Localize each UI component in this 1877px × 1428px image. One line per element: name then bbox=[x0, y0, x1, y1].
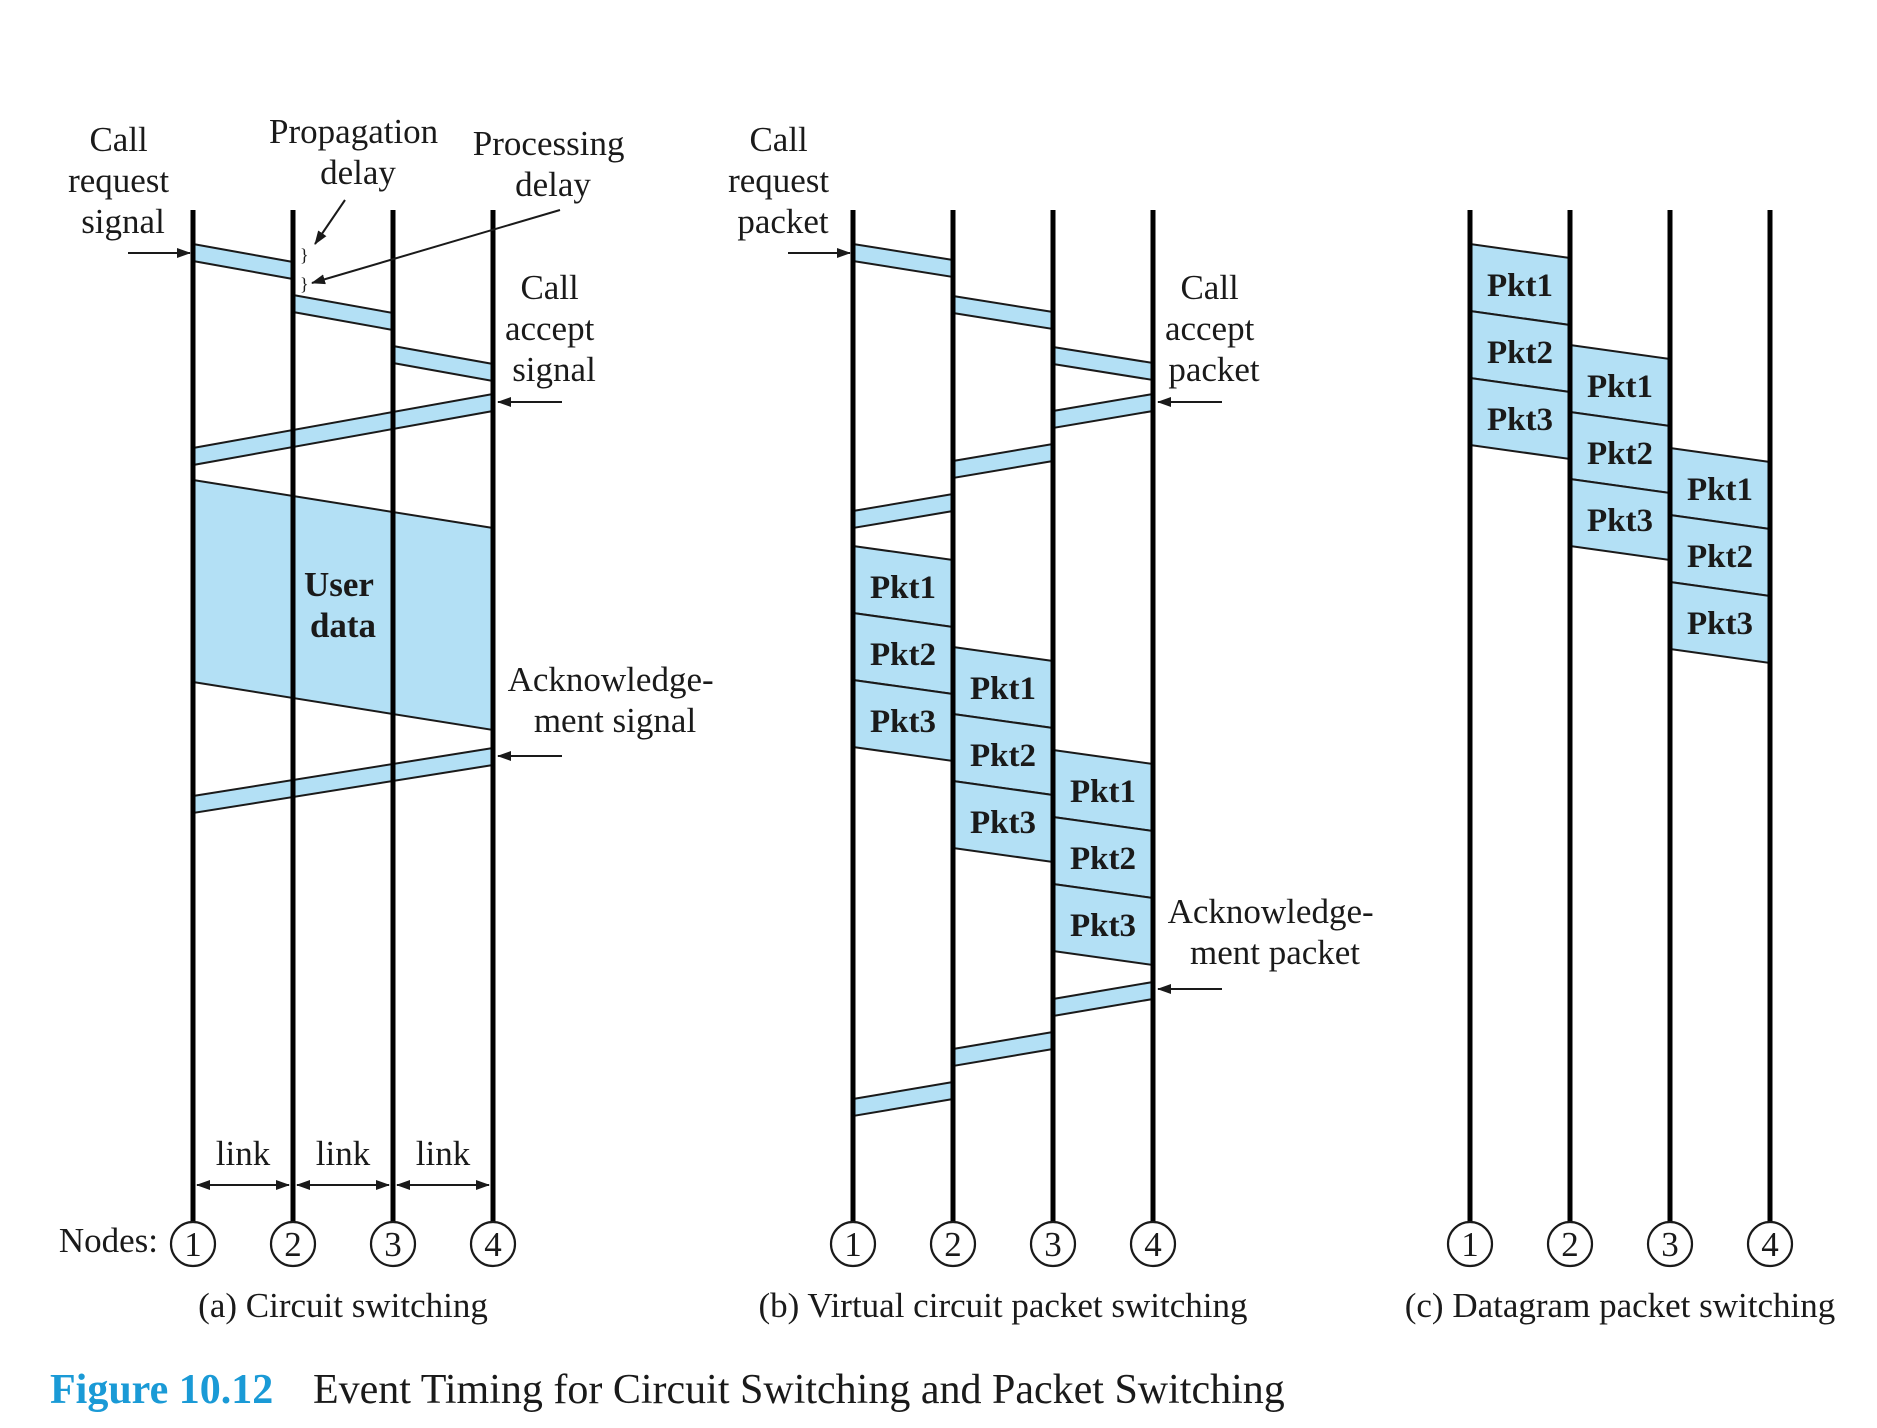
call-accept-packet-label: Call accept packet bbox=[1165, 268, 1263, 389]
node-circle-b4 bbox=[1129, 1220, 1177, 1268]
node-number-b1: 1 bbox=[844, 1225, 862, 1264]
nodes-label: Nodes: bbox=[59, 1221, 158, 1260]
node-circle-a1 bbox=[169, 1220, 217, 1268]
vc-accept-band-3 bbox=[852, 492, 954, 530]
vc-ack-band-2 bbox=[952, 1030, 1054, 1068]
node-number-a3: 3 bbox=[384, 1225, 402, 1264]
vc-ack-band-3 bbox=[852, 1080, 954, 1118]
vc-pkt3-label-2: Pkt3 bbox=[970, 805, 1036, 841]
vc-pkt2-label-2: Pkt2 bbox=[970, 738, 1036, 774]
panel-datagram: Pkt1 Pkt2 Pkt3 Pkt1 Pkt2 Pkt3 Pkt1 Pkt2 … bbox=[1467, 210, 1773, 1225]
node-circle-a2 bbox=[269, 1220, 317, 1268]
vc-request-band-1 bbox=[852, 242, 954, 279]
vc-ack-band-1 bbox=[1052, 980, 1154, 1018]
call-request-signal-label: Call request signal bbox=[68, 120, 178, 241]
call-accept-band bbox=[192, 392, 494, 467]
dg-pkt3-label-1: Pkt3 bbox=[1487, 402, 1553, 438]
dg-pkt1-label-1: Pkt1 bbox=[1487, 268, 1553, 304]
dg-pkt2-label-3: Pkt2 bbox=[1687, 539, 1753, 575]
vc-pkt2-label-3: Pkt2 bbox=[1070, 841, 1136, 877]
panel-circuit-switching: Call request signal Propagation delay } … bbox=[59, 112, 723, 1260]
figure-number: Figure 10.12 bbox=[50, 1367, 273, 1413]
propagation-brace: } bbox=[300, 245, 309, 265]
link-label-2: link bbox=[316, 1134, 371, 1173]
node-number-b4: 4 bbox=[1144, 1225, 1162, 1264]
node-circle-b3 bbox=[1029, 1220, 1077, 1268]
vc-pkt1-label-3: Pkt1 bbox=[1070, 774, 1136, 810]
call-request-band-3 bbox=[392, 344, 494, 383]
node-number-c2: 2 bbox=[1561, 1225, 1579, 1264]
vc-pkt3-label-3: Pkt3 bbox=[1070, 908, 1136, 944]
dg-pkt3-label-3: Pkt3 bbox=[1687, 606, 1753, 642]
node-number-a1: 1 bbox=[184, 1225, 202, 1264]
vc-pkt3-label-1: Pkt3 bbox=[870, 704, 936, 740]
vc-accept-band-1 bbox=[1052, 392, 1154, 430]
node-number-a4: 4 bbox=[484, 1225, 502, 1264]
node-number-c4: 4 bbox=[1761, 1225, 1779, 1264]
ack-packet-label: Acknowledge- ment packet bbox=[1168, 892, 1383, 972]
node-number-b3: 3 bbox=[1044, 1225, 1062, 1264]
link-label-1: link bbox=[216, 1134, 271, 1173]
dg-pkt3-label-2: Pkt3 bbox=[1587, 503, 1653, 539]
node-circle-a3 bbox=[369, 1220, 417, 1268]
processing-brace: } bbox=[300, 274, 309, 294]
vc-accept-band-2 bbox=[952, 442, 1054, 480]
dg-pkt2-label-2: Pkt2 bbox=[1587, 436, 1653, 472]
dg-pkt1-label-2: Pkt1 bbox=[1587, 369, 1653, 405]
node-circle-b1 bbox=[829, 1220, 877, 1268]
vc-pkt1-label-2: Pkt1 bbox=[970, 671, 1036, 707]
panel-c-caption: (c) Datagram packet switching bbox=[1405, 1286, 1836, 1325]
node-markers: 1 2 3 4 1 2 3 4 1 2 3 4 bbox=[169, 1220, 1794, 1268]
node-circle-c3 bbox=[1646, 1220, 1694, 1268]
processing-delay-arrow bbox=[311, 209, 561, 285]
vc-request-band-3 bbox=[1052, 345, 1154, 382]
user-data-block bbox=[192, 478, 494, 732]
node-circle-c2 bbox=[1546, 1220, 1594, 1268]
processing-delay-label: Processing delay bbox=[473, 124, 633, 204]
node-number-c1: 1 bbox=[1461, 1225, 1479, 1264]
figure-title: Event Timing for Circuit Switching and P… bbox=[313, 1367, 1285, 1413]
dg-pkt2-label-1: Pkt2 bbox=[1487, 335, 1553, 371]
user-data-label: User data bbox=[304, 565, 382, 645]
node-circle-c1 bbox=[1446, 1220, 1494, 1268]
panel-virtual-circuit: Pkt1 Pkt2 Pkt3 Pkt1 Pkt2 Pkt3 Pkt1 Pkt2 … bbox=[728, 120, 1383, 1225]
panel-b-caption: (b) Virtual circuit packet switching bbox=[758, 1286, 1247, 1325]
vc-request-band-2 bbox=[952, 294, 1054, 331]
call-request-band-1 bbox=[192, 242, 294, 281]
panel-a-caption: (a) Circuit switching bbox=[198, 1286, 488, 1325]
vc-pkt1-label-1: Pkt1 bbox=[870, 570, 936, 606]
node-circle-b2 bbox=[929, 1220, 977, 1268]
ack-signal-label: Acknowledge- ment signal bbox=[508, 660, 723, 740]
call-accept-signal-label: Call accept signal bbox=[505, 268, 603, 389]
node-number-b2: 2 bbox=[944, 1225, 962, 1264]
link-label-3: link bbox=[416, 1134, 471, 1173]
call-request-packet-label: Call request packet bbox=[728, 120, 838, 241]
call-request-band-2 bbox=[292, 293, 394, 332]
node-circle-a4 bbox=[469, 1220, 517, 1268]
node-number-c3: 3 bbox=[1661, 1225, 1679, 1264]
node-number-a2: 2 bbox=[284, 1225, 302, 1264]
dg-pkt1-label-3: Pkt1 bbox=[1687, 472, 1753, 508]
node-circle-c4 bbox=[1746, 1220, 1794, 1268]
vc-pkt2-label-1: Pkt2 bbox=[870, 637, 936, 673]
propagation-delay-arrow bbox=[314, 199, 346, 245]
ack-signal-band bbox=[192, 746, 494, 815]
propagation-delay-label: Propagation delay bbox=[269, 112, 447, 192]
